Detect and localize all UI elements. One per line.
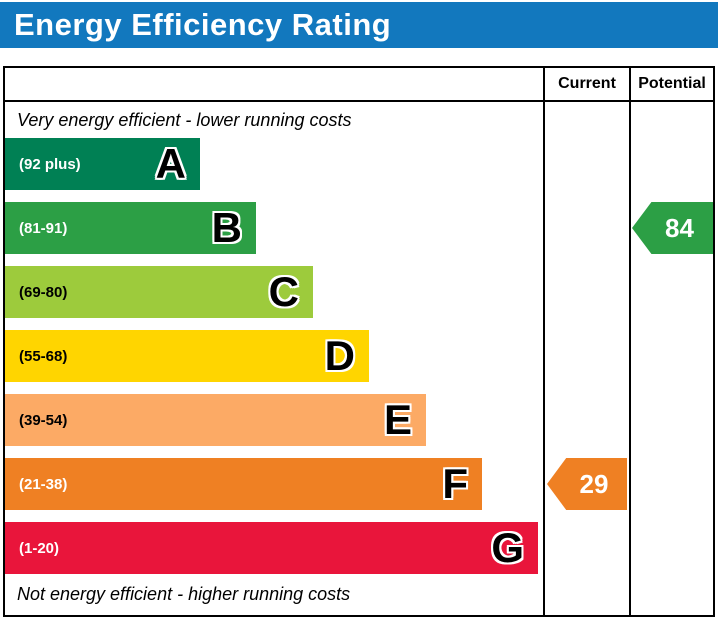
band-range-label: (39-54)	[19, 411, 68, 429]
page-title: Energy Efficiency Rating	[14, 7, 392, 42]
chart-box: Current Potential Very energy efficient …	[3, 66, 715, 617]
current-rating-arrow: 29	[547, 458, 627, 510]
band-row-g: (1-20) G	[5, 522, 538, 574]
potential-rating-value: 84	[665, 212, 694, 243]
potential-column-divider	[629, 68, 631, 615]
title-bar: Energy Efficiency Rating	[0, 2, 718, 48]
band-row-b: (81-91) B	[5, 202, 256, 254]
header-separator-line	[5, 100, 713, 102]
potential-rating-arrow: 84	[632, 202, 713, 254]
band-letter: G	[491, 524, 524, 571]
band-row-a: (92 plus) A	[5, 138, 200, 190]
band-range-label: (92 plus)	[19, 155, 81, 173]
band-row-d: (55-68) D	[5, 330, 369, 382]
column-header-current: Current	[558, 75, 616, 92]
band-letter: A	[155, 140, 186, 187]
band-letter: F	[442, 460, 468, 507]
current-column-divider	[543, 68, 545, 615]
band-letter: D	[324, 332, 355, 379]
band-letter: C	[268, 268, 299, 315]
band-letter: B	[211, 204, 242, 251]
band-row-f: (21-38) F	[5, 458, 482, 510]
band-row-e: (39-54) E	[5, 394, 426, 446]
band-range-label: (1-20)	[19, 539, 60, 557]
band-row-c: (69-80) C	[5, 266, 313, 318]
band-range-label: (81-91)	[19, 219, 68, 237]
current-rating-value: 29	[579, 468, 609, 499]
top-note: Very energy efficient - lower running co…	[17, 110, 352, 130]
band-range-label: (21-38)	[19, 475, 68, 493]
bottom-note: Not energy efficient - higher running co…	[17, 584, 351, 604]
band-range-label: (55-68)	[19, 347, 68, 365]
band-range-label: (69-80)	[19, 283, 68, 301]
column-header-potential: Potential	[638, 75, 706, 92]
band-letter: E	[383, 396, 412, 443]
